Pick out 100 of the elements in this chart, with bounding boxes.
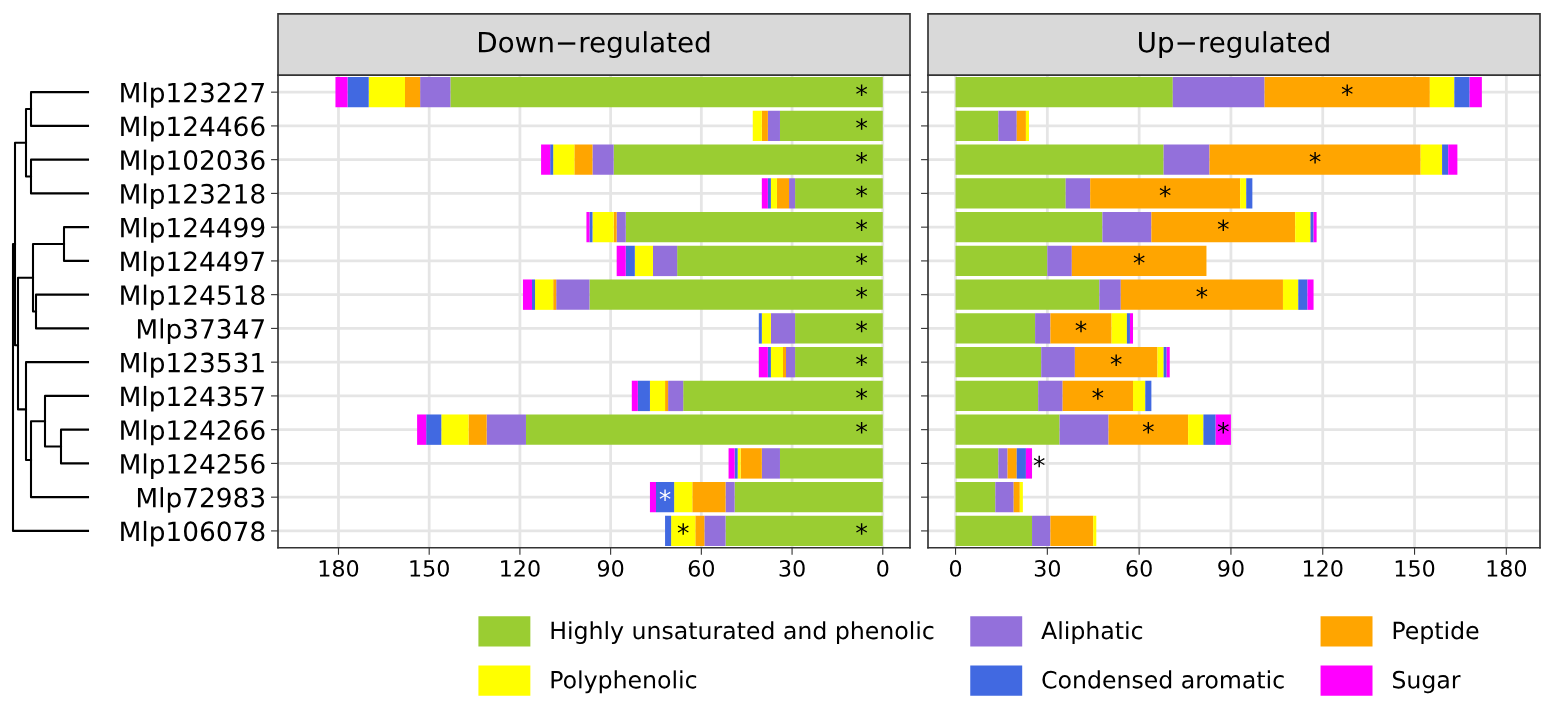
bar [1151,211,1296,243]
bar [734,481,883,513]
y-tick-label: Mlp123218 [121,183,265,209]
bar [779,110,883,142]
bar [1188,414,1204,445]
bar [368,76,405,108]
y-tick-label: Mlp37347 [137,318,264,344]
x-tick-label: 180 [319,559,359,577]
bar [1047,245,1072,277]
bar [761,110,768,142]
bar [767,346,771,378]
bar [795,178,883,209]
data-label: * [856,84,868,96]
bar [1025,110,1029,142]
bar [955,346,1042,378]
bar [486,414,526,445]
bar [955,211,1103,243]
bar [426,414,442,445]
data-label: * [856,523,868,535]
bar [649,380,666,412]
bar [955,448,999,479]
data-label: * [1075,320,1087,333]
bar [704,515,726,547]
chart-title: Down−regulated [478,31,710,59]
bar [592,211,614,243]
bar [955,76,1173,108]
bar [613,211,617,243]
bar [347,76,369,108]
bar [1071,245,1207,277]
bar [1209,144,1421,175]
bar [1163,144,1210,175]
bar [589,279,883,310]
y-tick-label: Mlp124256 [121,453,265,479]
bar [668,380,684,412]
y-tick-label: Mlp123531 [121,352,264,378]
data-label: * [1217,422,1229,434]
bar [335,76,348,108]
bar [1016,448,1026,479]
bar [677,245,883,277]
bar [767,178,771,209]
bar [692,481,726,513]
bar [631,380,638,412]
bar [1025,448,1033,479]
bar [674,481,693,513]
bar [955,110,999,142]
bar [553,144,575,175]
bar [1007,448,1017,479]
legend-label: Highly unsaturated and phenolic [551,621,934,644]
bar [649,481,656,513]
bar [1215,414,1231,445]
data-label: * [1341,84,1353,96]
y-tick-label: Mlp124499 [121,217,265,243]
bar [761,448,780,479]
y-tick-label: Mlp72983 [137,487,265,513]
x-tick-label: 90 [1218,559,1244,577]
bar [1203,414,1216,445]
data-label: * [856,320,868,333]
bar [1429,76,1455,108]
bar [1298,279,1308,310]
x-tick-label: 90 [597,559,624,577]
bar [525,414,883,445]
x-tick-label: 60 [688,559,715,577]
bar [1240,178,1247,209]
chart-title: Up−regulated [1139,31,1329,59]
bar [758,313,762,344]
bar [1108,414,1189,445]
bar [553,279,557,310]
x-tick-label: 150 [1395,559,1435,577]
bar [955,178,1066,209]
bar [998,448,1008,479]
bar [740,448,762,479]
bar [1145,380,1152,412]
bar [1157,346,1164,378]
y-tick-label: Mlp102036 [121,149,265,176]
y-tick-label: Mlp123227 [121,82,264,108]
x-tick-label: 0 [877,559,889,577]
bar [532,279,536,310]
bar [955,313,1036,344]
bar [592,144,614,175]
bar [1448,144,1458,175]
bar [955,380,1039,412]
data-label: * [856,422,868,434]
data-label: * [659,489,671,501]
bar [616,211,626,243]
bar [1172,76,1265,108]
y-tick-label: Mlp124357 [121,385,264,412]
bar [1093,515,1097,547]
bar [1111,313,1127,344]
bar [786,346,796,378]
bar [695,515,705,547]
bar [556,279,590,310]
bar [1120,279,1283,310]
bar [1065,178,1091,209]
bar [625,211,883,243]
bar [441,414,469,445]
bar [625,245,635,277]
bar [1041,346,1075,378]
legend-label: Sugar [1392,670,1461,694]
bar [417,414,427,445]
bar [955,279,1100,310]
